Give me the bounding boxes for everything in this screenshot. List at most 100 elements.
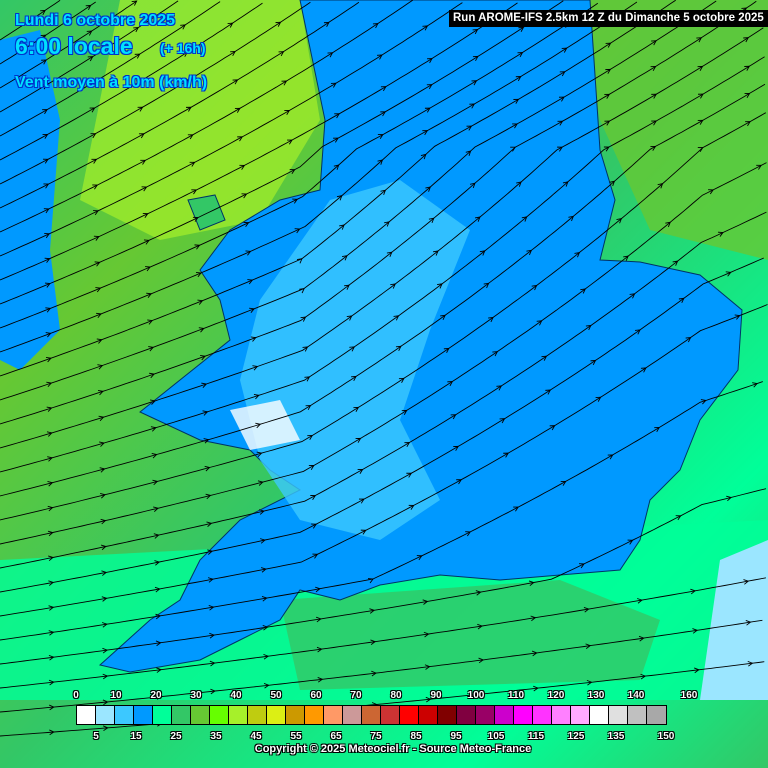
streamline-arrow: [243, 221, 250, 227]
streamline: [0, 1, 96, 65]
streamline-arrow: [153, 506, 159, 512]
legend-top-label: 60: [310, 690, 322, 701]
legend-swatch: [552, 706, 571, 724]
streamline-arrow: [40, 9, 46, 16]
streamline-arrow: [541, 355, 548, 361]
streamline-arrow: [685, 337, 692, 343]
streamline-arrow: [499, 418, 506, 424]
streamline-arrow: [561, 47, 568, 53]
streamline-arrow: [515, 76, 522, 82]
legend-swatch: [286, 706, 305, 724]
streamline-arrow: [209, 632, 215, 639]
streamline-arrow: [574, 251, 581, 258]
streamline-arrow: [237, 136, 244, 142]
streamline-arrow: [191, 189, 198, 195]
streamline: [0, 112, 767, 521]
streamline: [0, 0, 676, 377]
streamline-arrow: [640, 673, 647, 680]
streamline-arrow: [307, 434, 314, 440]
streamlines: [0, 0, 768, 736]
streamline-arrow: [147, 319, 154, 325]
streamline-arrow: [371, 670, 377, 677]
streamline-arrow: [101, 596, 108, 602]
streamline-arrow: [440, 314, 446, 321]
streamline-arrow: [155, 613, 162, 620]
legend-swatch: [153, 706, 172, 724]
streamline-arrow: [395, 345, 402, 352]
streamline-arrow: [245, 250, 252, 256]
streamline-arrow: [96, 338, 103, 344]
streamline-arrow: [734, 314, 741, 320]
legend-swatch: [419, 706, 438, 724]
streamline-arrow: [488, 316, 494, 323]
streamline-arrow: [186, 106, 192, 112]
streamline-arrow: [696, 37, 703, 43]
streamline-arrow: [380, 111, 387, 117]
streamline-arrow: [207, 577, 214, 583]
streamline-arrow: [289, 169, 296, 175]
streamline-arrow: [651, 93, 658, 99]
streamline-arrow: [355, 437, 362, 443]
streamline-arrow: [204, 465, 211, 472]
streamline-arrow: [91, 158, 98, 164]
streamline-arrow: [560, 480, 567, 486]
streamline-arrow: [384, 221, 390, 227]
streamline-arrow: [142, 212, 149, 218]
streamline-arrow: [595, 396, 602, 402]
streamline-arrow: [184, 79, 190, 85]
streamline-arrow: [102, 647, 109, 654]
streamline-arrow: [255, 422, 262, 429]
streamline-arrow: [604, 93, 611, 99]
streamline-arrow: [697, 147, 704, 153]
streamline-arrow: [316, 646, 323, 653]
streamline: [0, 577, 766, 689]
legend-top-label: 40: [230, 690, 242, 701]
legend-swatch: [324, 706, 343, 724]
legend-top-label: 70: [350, 690, 362, 701]
streamline-arrow: [380, 189, 387, 196]
streamline-arrow: [42, 109, 48, 115]
legend-swatch: [248, 706, 267, 724]
strong-wind-zone: [80, 0, 320, 240]
streamline: [0, 381, 763, 641]
legend-swatch: [172, 706, 191, 724]
streamline-arrow: [102, 699, 109, 706]
streamline-arrow: [404, 442, 411, 448]
streamline-arrow: [380, 86, 387, 92]
streamline-arrow: [424, 107, 431, 113]
streamline-arrow: [717, 231, 724, 237]
legend-swatch: [343, 706, 362, 724]
streamline-arrow: [635, 329, 641, 335]
streamline-arrow: [590, 359, 597, 366]
streamline-arrow: [99, 441, 105, 447]
streamline-arrow: [360, 529, 367, 535]
streamline-arrow: [46, 406, 53, 412]
legend-swatch: [609, 706, 628, 724]
streamline-arrow: [315, 616, 322, 623]
streamline-arrow: [367, 578, 374, 584]
streamline-arrow: [536, 320, 543, 326]
streamline-arrow: [623, 255, 629, 261]
streamline-arrow: [420, 153, 427, 160]
streamline-arrow: [422, 130, 429, 136]
streamline-arrow: [528, 580, 535, 587]
streamline-arrow: [472, 55, 479, 62]
legend-top-label: 140: [627, 690, 645, 701]
streamline-arrow: [253, 393, 260, 400]
legend-swatch: [191, 706, 210, 724]
legend-top-label: 130: [587, 690, 605, 701]
legend-swatch: [514, 706, 533, 724]
streamline-arrow: [330, 82, 337, 88]
streamline-arrow: [349, 346, 356, 352]
streamline: [0, 2, 263, 161]
legend-swatch: [495, 706, 514, 724]
streamline-arrow: [155, 640, 162, 647]
streamline-arrow: [752, 382, 758, 388]
legend-bottom-label: 15: [130, 731, 142, 742]
streamline-arrow: [336, 195, 343, 201]
streamline-arrow: [401, 409, 408, 415]
streamline-arrow: [45, 332, 52, 338]
streamline-arrow: [149, 372, 155, 379]
streamline-arrow: [143, 239, 150, 245]
streamline-arrow: [533, 685, 539, 692]
